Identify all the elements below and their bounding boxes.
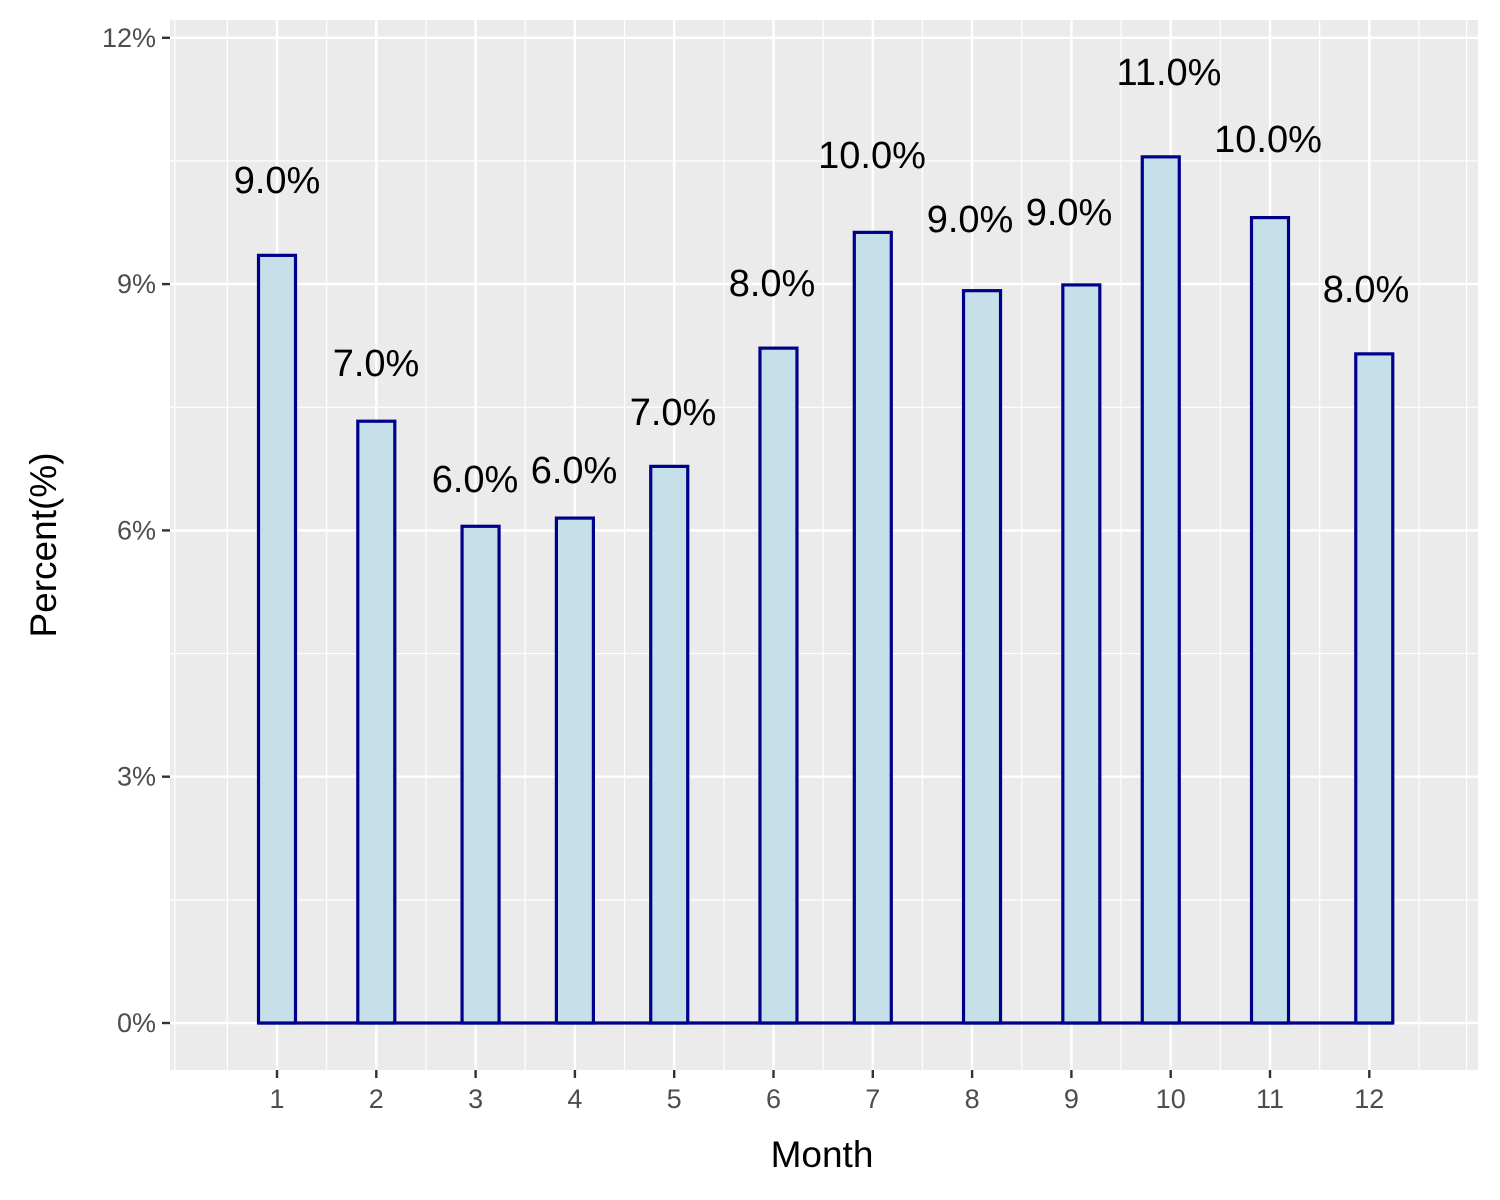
bar-month-8 [961,289,1003,1025]
bar-month-4 [554,516,596,1025]
bar-month-11 [1249,215,1291,1025]
x-tick-label: 4 [567,1084,582,1114]
bar-month-2 [356,419,397,1025]
data-label-month-3: 6.0% [432,459,519,501]
data-label-month-1: 9.0% [234,160,321,202]
data-label-month-8: 9.0% [927,199,1014,241]
bar-month-3 [460,524,501,1025]
bar-month-1 [256,253,298,1025]
x-tick-label: 3 [468,1084,483,1114]
x-tick-label: 1 [269,1084,284,1114]
bar-month-5 [649,464,690,1025]
x-tick-label: 12 [1354,1084,1384,1114]
data-label-month-4: 6.0% [531,450,618,492]
data-label-month-2: 7.0% [333,343,420,385]
x-tick-label: 6 [766,1084,781,1114]
bar-month-7 [852,230,893,1025]
y-tick-label: 3% [117,762,156,792]
x-axis: 1 2 3 4 5 6 7 8 9 10 11 12 [269,1070,1384,1114]
y-tick-label: 9% [117,269,156,299]
x-tick-label: 10 [1156,1084,1186,1114]
data-label-month-10: 11.0% [1117,52,1222,94]
data-label-month-6: 8.0% [729,263,816,305]
x-tick-label: 2 [369,1084,384,1114]
data-label-month-5: 7.0% [630,392,717,434]
x-tick-label: 9 [1064,1084,1079,1114]
bar-month-9 [1061,283,1102,1025]
x-tick-label: 7 [865,1084,880,1114]
bar-month-6 [758,346,799,1025]
y-axis-title: Percent(%) [23,452,64,637]
x-tick-label: 8 [965,1084,980,1114]
y-tick-label: 12% [102,23,156,53]
y-axis: 0% 3% 6% 9% 12% [102,23,170,1038]
data-label-month-11: 10.0% [1214,119,1322,161]
x-tick-label: 5 [667,1084,682,1114]
bars [256,155,1395,1025]
data-label-month-9: 9.0% [1026,192,1113,234]
bar-month-12 [1354,352,1395,1025]
x-tick-label: 11 [1256,1084,1284,1114]
data-labels: 9.0%7.0%6.0% 6.0%7.0%8.0%10.0%9.0% 9.0%11.… [234,52,1410,501]
y-tick-label: 0% [117,1008,156,1038]
x-axis-title: Month [771,1134,874,1175]
bar-month-10 [1140,155,1181,1025]
data-label-month-12: 8.0% [1323,269,1410,311]
data-label-month-7: 10.0% [818,135,926,177]
y-tick-label: 6% [117,515,156,545]
